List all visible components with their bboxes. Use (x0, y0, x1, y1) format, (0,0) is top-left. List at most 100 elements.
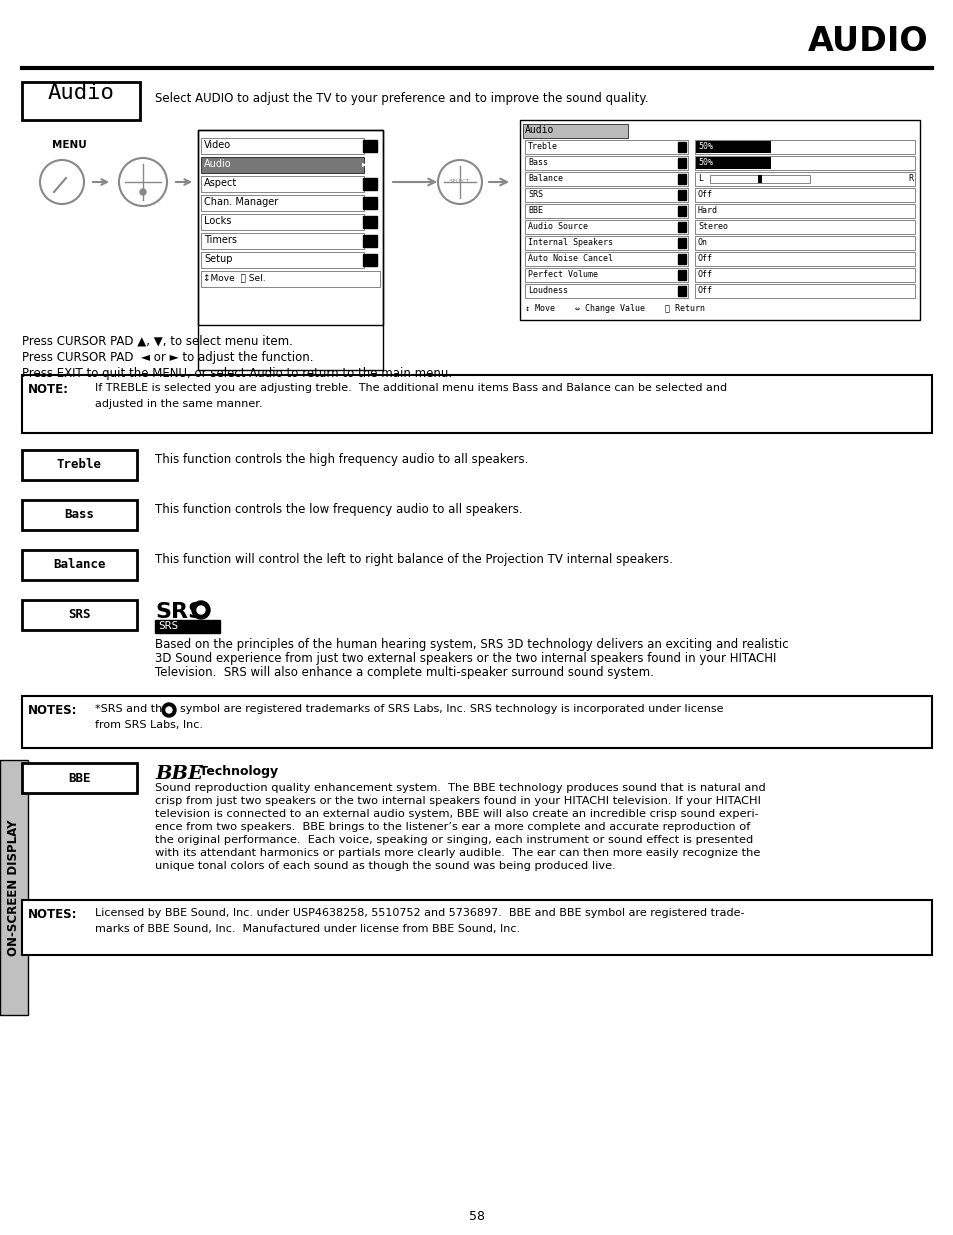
Circle shape (162, 703, 175, 718)
Text: Audio: Audio (524, 125, 554, 135)
Circle shape (166, 706, 172, 713)
Bar (22, 375, 931, 433)
Text: Locks: Locks (204, 216, 232, 226)
Circle shape (196, 606, 205, 614)
Bar (519, 120, 919, 320)
Bar (201, 214, 364, 230)
Bar (154, 620, 220, 634)
Bar (201, 195, 364, 211)
Text: This function controls the low frequency audio to all speakers.: This function controls the low frequency… (154, 504, 522, 516)
Bar (678, 254, 685, 264)
Text: Press CURSOR PAD ▲, ▼, to select menu item.: Press CURSOR PAD ▲, ▼, to select menu it… (22, 335, 293, 348)
Bar (201, 270, 379, 287)
Bar (678, 287, 685, 296)
Bar (22, 500, 137, 530)
Bar (201, 177, 364, 191)
Text: ►: ► (361, 159, 368, 168)
Text: ↕ Move    ⇔ Change Value    Ⓟ Return: ↕ Move ⇔ Change Value Ⓟ Return (524, 304, 704, 312)
Text: Off: Off (698, 287, 712, 295)
Text: NOTES:: NOTES: (28, 908, 77, 921)
Text: SRS: SRS (527, 190, 542, 199)
Bar (198, 130, 382, 325)
Text: BBE: BBE (154, 764, 203, 783)
Text: 3D Sound experience from just two external speakers or the two internal speakers: 3D Sound experience from just two extern… (154, 652, 776, 664)
Text: ON-SCREEN DISPLAY: ON-SCREEN DISPLAY (8, 819, 20, 956)
Text: television is connected to an external audio system, BBE will also create an inc: television is connected to an external a… (154, 809, 758, 819)
Text: Perfect Volume: Perfect Volume (527, 270, 598, 279)
Bar (678, 174, 685, 184)
Bar (678, 158, 685, 168)
Text: 50%: 50% (698, 142, 712, 151)
Bar (678, 238, 685, 248)
Text: If TREBLE is selected you are adjusting treble.  The additional menu items Bass : If TREBLE is selected you are adjusting … (95, 383, 726, 393)
Text: Internal Speakers: Internal Speakers (527, 238, 613, 247)
Text: L: L (698, 174, 702, 183)
Text: NOTES:: NOTES: (28, 704, 77, 718)
Text: Press EXIT to quit the MENU, or select Audio to return to the main menu.: Press EXIT to quit the MENU, or select A… (22, 367, 452, 380)
Text: Loudness: Loudness (527, 287, 567, 295)
Text: Press CURSOR PAD  ◄ or ► to adjust the function.: Press CURSOR PAD ◄ or ► to adjust the fu… (22, 351, 314, 364)
Text: Sound reproduction quality enhancement system.  The BBE technology produces soun: Sound reproduction quality enhancement s… (154, 783, 765, 793)
Bar (201, 138, 364, 154)
Bar (201, 233, 364, 249)
Bar (22, 450, 137, 480)
Text: Audio Source: Audio Source (527, 222, 587, 231)
Bar (22, 600, 137, 630)
Text: This function controls the high frequency audio to all speakers.: This function controls the high frequenc… (154, 453, 528, 467)
Text: 50%: 50% (698, 158, 712, 167)
Text: Treble: Treble (57, 458, 102, 472)
Text: 58: 58 (469, 1210, 484, 1223)
Bar (678, 142, 685, 152)
Bar (363, 235, 376, 247)
Bar (524, 268, 687, 282)
Text: marks of BBE Sound, Inc.  Manufactured under license from BBE Sound, Inc.: marks of BBE Sound, Inc. Manufactured un… (95, 924, 519, 934)
Text: symbol are registered trademarks of SRS Labs, Inc. SRS technology is incorporate: symbol are registered trademarks of SRS … (180, 704, 722, 714)
Text: adjusted in the same manner.: adjusted in the same manner. (95, 399, 262, 409)
Bar (524, 156, 687, 170)
Text: Technology: Technology (194, 764, 278, 778)
Text: Audio: Audio (48, 83, 114, 103)
Bar (198, 130, 382, 370)
Text: ↕Move  Ⓟ Sel.: ↕Move Ⓟ Sel. (203, 273, 265, 282)
Bar (22, 697, 931, 748)
Text: Timers: Timers (204, 235, 236, 245)
Bar (0, 760, 28, 1015)
Bar (695, 156, 914, 170)
Bar (524, 188, 687, 203)
Circle shape (192, 601, 210, 619)
Text: Based on the principles of the human hearing system, SRS 3D technology delivers : Based on the principles of the human hea… (154, 638, 788, 651)
Bar (695, 172, 914, 186)
Bar (695, 252, 914, 266)
Text: Off: Off (698, 254, 712, 263)
Text: unique tonal colors of each sound as though the sound was being produced live.: unique tonal colors of each sound as tho… (154, 861, 615, 871)
Text: On: On (698, 238, 707, 247)
Text: Off: Off (698, 270, 712, 279)
Text: Video: Video (204, 140, 231, 149)
Bar (695, 268, 914, 282)
Text: SRS: SRS (158, 621, 178, 631)
Bar (678, 190, 685, 200)
Circle shape (140, 189, 146, 195)
Text: R: R (907, 174, 912, 183)
Bar (695, 220, 914, 233)
Text: SELECT: SELECT (450, 179, 470, 184)
Text: BBE: BBE (527, 206, 542, 215)
Text: Off: Off (698, 190, 712, 199)
Bar (695, 284, 914, 298)
Bar (678, 206, 685, 216)
Bar (363, 140, 376, 152)
Bar (22, 900, 931, 955)
Bar (524, 204, 687, 219)
Bar (522, 124, 627, 138)
Bar (363, 216, 376, 228)
Text: Hard: Hard (698, 206, 718, 215)
Bar (678, 270, 685, 280)
Bar (696, 141, 770, 153)
Text: crisp from just two speakers or the two internal speakers found in your HITACHI : crisp from just two speakers or the two … (154, 797, 760, 806)
Text: NOTE:: NOTE: (28, 383, 69, 396)
Text: Select AUDIO to adjust the TV to your preference and to improve the sound qualit: Select AUDIO to adjust the TV to your pr… (154, 91, 648, 105)
Bar (695, 140, 914, 154)
Bar (695, 188, 914, 203)
Bar (363, 198, 376, 209)
Bar (363, 254, 376, 266)
